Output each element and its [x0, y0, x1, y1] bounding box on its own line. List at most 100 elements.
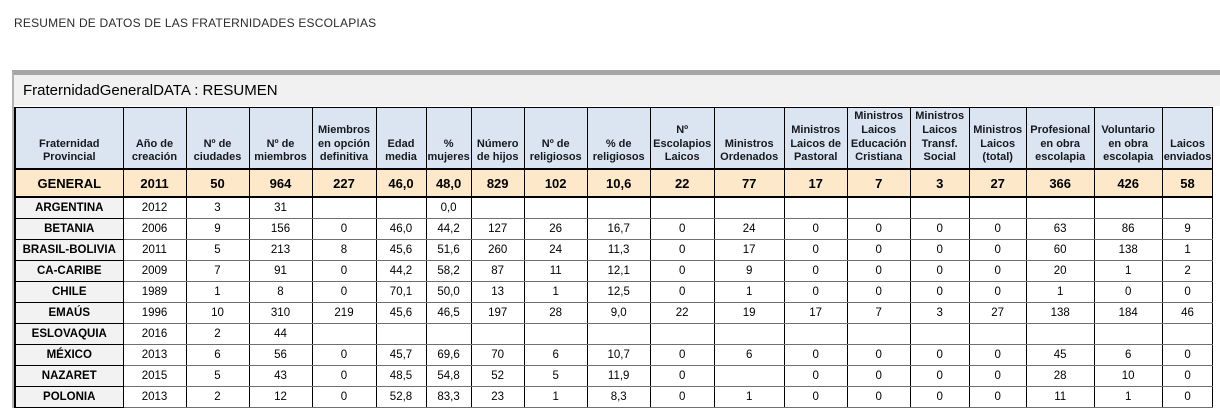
row-label: MÉXICO — [14, 343, 124, 366]
cell: 0 — [909, 217, 970, 240]
cell: 1 — [185, 280, 250, 303]
cell: 17 — [713, 238, 785, 261]
cell: 0 — [649, 280, 715, 303]
cell: 10,7 — [586, 343, 651, 366]
cell — [1161, 196, 1214, 219]
cell: 6 — [713, 343, 785, 366]
cell: 5 — [523, 364, 588, 387]
cell: 0 — [968, 385, 1027, 408]
cell: 6 — [523, 343, 588, 366]
cell: 45,6 — [375, 301, 427, 324]
cell — [713, 364, 785, 387]
row-label: POLONIA — [14, 385, 124, 408]
cell: 20 — [1025, 259, 1095, 282]
cell: 3 — [909, 168, 970, 198]
cell: 52,8 — [375, 385, 427, 408]
cell: 0 — [311, 364, 377, 387]
cell — [909, 196, 970, 219]
cell: 28 — [1025, 364, 1095, 387]
cell: 19 — [713, 301, 785, 324]
cell — [846, 196, 911, 219]
cell: 310 — [248, 301, 313, 324]
cell: 2011 — [122, 238, 187, 261]
cell: 184 — [1093, 301, 1163, 324]
row-label: EMAÚS — [14, 301, 124, 324]
cell: 54,8 — [425, 364, 472, 387]
cell: 2 — [185, 385, 250, 408]
cell: 0 — [311, 280, 377, 303]
cell: 426 — [1093, 168, 1163, 198]
column-header: Nº de miembros — [248, 107, 313, 170]
cell: 45 — [1025, 343, 1095, 366]
cell: 86 — [1093, 217, 1163, 240]
cell — [523, 196, 588, 219]
cell: 2 — [185, 322, 250, 345]
cell: 0 — [846, 343, 911, 366]
cell — [311, 196, 377, 219]
cell — [1025, 196, 1095, 219]
cell — [713, 322, 785, 345]
cell: 2016 — [122, 322, 187, 345]
cell — [1093, 196, 1163, 219]
cell: 138 — [1025, 301, 1095, 324]
column-header: Número de hijos — [470, 107, 525, 170]
cell: 2015 — [122, 364, 187, 387]
cell: 77 — [713, 168, 785, 198]
cell: 829 — [470, 168, 525, 198]
cell: 9 — [713, 259, 785, 282]
cell: 43 — [248, 364, 313, 387]
cell: 2 — [1161, 259, 1214, 282]
column-header: Ministros Ordenados — [713, 107, 785, 170]
cell: 44 — [248, 322, 313, 345]
cell: 0 — [649, 259, 715, 282]
cell: 0 — [1093, 280, 1163, 303]
cell: 0 — [649, 217, 715, 240]
cell: 0 — [909, 259, 970, 282]
cell: 0 — [311, 217, 377, 240]
row-label: BETANIA — [14, 217, 124, 240]
cell: 1 — [1025, 280, 1095, 303]
row-label: CA-CARIBE — [14, 259, 124, 282]
cell: 9,0 — [586, 301, 651, 324]
column-header: Fraternidad Provincial — [14, 107, 124, 170]
cell: 11 — [1025, 385, 1095, 408]
cell — [311, 322, 377, 345]
cell: 0 — [846, 238, 911, 261]
cell: 0,0 — [425, 196, 472, 219]
cell: 56 — [248, 343, 313, 366]
table-row: BRASIL-BOLIVIA 2011 5 213 8 45,6 51,6 260 24 11,3… — [14, 238, 1214, 261]
cell — [586, 196, 651, 219]
cell: 0 — [968, 343, 1027, 366]
cell: 1 — [1093, 259, 1163, 282]
cell: 27 — [968, 168, 1027, 198]
cell: 0 — [783, 385, 848, 408]
cell: 46,0 — [375, 168, 427, 198]
row-label: CHILE — [14, 280, 124, 303]
cell: 87 — [470, 259, 525, 282]
cell: 12,1 — [586, 259, 651, 282]
cell: 10,6 — [586, 168, 651, 198]
cell: 0 — [909, 280, 970, 303]
cell: 0 — [1161, 343, 1214, 366]
column-header: Voluntario en obra escolapia — [1093, 107, 1163, 170]
cell: 44,2 — [375, 259, 427, 282]
cell: 0 — [783, 280, 848, 303]
cell: 22 — [649, 301, 715, 324]
cell: 52 — [470, 364, 525, 387]
cell — [1161, 322, 1214, 345]
cell: 8 — [248, 280, 313, 303]
cell: 1989 — [122, 280, 187, 303]
row-label: ARGENTINA — [14, 196, 124, 219]
cell: 156 — [248, 217, 313, 240]
cell: 50 — [185, 168, 250, 198]
cell: 1996 — [122, 301, 187, 324]
cell: 0 — [846, 364, 911, 387]
table-head: Fraternidad Provincial Año de creación Nº … — [14, 107, 1214, 170]
cell: 1 — [713, 280, 785, 303]
column-header: Ministros Laicos Transf. Social — [909, 107, 970, 170]
cell: 0 — [846, 385, 911, 408]
column-header: Año de creación — [122, 107, 187, 170]
cell: 9 — [185, 217, 250, 240]
cell: 91 — [248, 259, 313, 282]
cell: 219 — [311, 301, 377, 324]
